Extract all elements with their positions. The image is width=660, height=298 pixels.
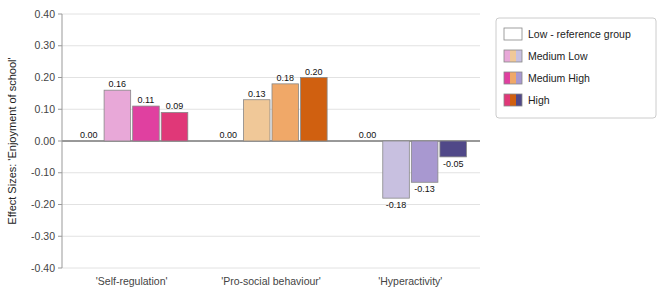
y-tick	[58, 77, 62, 78]
bars	[104, 78, 466, 199]
legend-label: Medium Low	[528, 50, 588, 62]
bar	[272, 84, 299, 141]
bar	[104, 90, 131, 141]
grid-line	[62, 14, 480, 15]
data-label: 0.09	[166, 101, 184, 111]
bar	[411, 141, 438, 182]
x-tick-label: 'Hyperactivity'	[378, 275, 442, 287]
data-label: 0.11	[138, 95, 155, 105]
grid-line	[62, 45, 480, 46]
grid-line	[62, 77, 480, 78]
y-tick-label: -0.40	[31, 262, 55, 274]
y-tick	[58, 45, 62, 46]
legend-swatch	[510, 50, 516, 62]
legend-swatch-border	[504, 50, 522, 62]
data-label: -0.18	[386, 200, 407, 210]
data-label: 0.16	[109, 79, 127, 89]
x-tick-label: 'Pro-social behaviour'	[221, 275, 321, 287]
y-ticks: -0.40 -0.30 -0.20 -0.10 0.00 0.10 0.20 0.30 0.40	[31, 8, 62, 274]
data-label: 0.00	[219, 130, 237, 140]
data-label: -0.13	[414, 184, 435, 194]
legend-label: Low - reference group	[528, 28, 631, 40]
legend-swatch	[516, 94, 522, 106]
data-label: 0.00	[359, 130, 377, 140]
bar	[440, 141, 467, 157]
legend: Low - reference group Medium Low Medium Hi…	[496, 18, 656, 118]
y-tick	[58, 172, 62, 173]
y-tick-label: 0.40	[35, 8, 56, 20]
bar	[133, 106, 160, 141]
data-label: 0.13	[248, 89, 266, 99]
bar	[301, 78, 328, 142]
grid-line	[62, 268, 480, 269]
y-tick	[58, 236, 62, 237]
data-label: -0.05	[443, 159, 464, 169]
y-tick-label: 0.30	[35, 39, 56, 51]
y-tick-label: 0.00	[35, 135, 56, 147]
bar	[354, 141, 381, 142]
bar	[383, 141, 410, 198]
y-tick-label: 0.10	[35, 103, 56, 115]
legend-frame	[496, 18, 656, 118]
data-labels: 0.00 0.00 0.00 0.16 0.13 -0.18 0.11 0.18 -0.13 0.…	[80, 67, 463, 211]
legend-swatch	[504, 50, 510, 62]
y-tick	[58, 204, 62, 205]
bar	[76, 141, 103, 142]
bar	[243, 100, 270, 141]
data-label: 0.20	[305, 67, 323, 77]
legend-swatch-border	[504, 94, 522, 106]
y-tick	[58, 109, 62, 110]
y-tick	[58, 14, 62, 15]
y-tick-label: -0.10	[31, 166, 55, 178]
legend-swatch	[504, 72, 510, 84]
legend-swatch	[504, 94, 510, 106]
x-tick-label: 'Self-regulation'	[96, 275, 168, 287]
legend-swatch	[516, 72, 522, 84]
legend-label: High	[528, 94, 550, 106]
y-tick	[58, 268, 62, 269]
legend-swatch	[516, 50, 522, 62]
legend-label: Medium High	[528, 72, 590, 84]
y-tick-label: -0.20	[31, 198, 55, 210]
grid	[62, 14, 480, 268]
legend-swatch-border	[504, 72, 522, 84]
bar	[161, 112, 188, 141]
chart: -0.40 -0.30 -0.20 -0.10 0.00 0.10 0.20 0.30 0.40…	[0, 0, 660, 298]
x-ticks: 'Self-regulation' 'Pro-social behaviour' '…	[96, 275, 443, 287]
legend-swatch-border	[504, 28, 522, 40]
y-axis-line	[62, 14, 63, 268]
data-label: 0.18	[277, 73, 295, 83]
legend-swatch	[510, 28, 516, 40]
y-tick-label: -0.30	[31, 230, 55, 242]
y-tick	[58, 141, 62, 142]
bar	[215, 141, 242, 142]
y-axis-label: Effect Sizes: 'Enjoyment of school'	[6, 57, 18, 224]
legend-swatch	[510, 72, 516, 84]
data-label: 0.00	[80, 130, 98, 140]
grid-line	[62, 236, 480, 237]
y-tick-label: 0.20	[35, 71, 56, 83]
grid-line	[62, 204, 480, 205]
legend-swatch	[504, 28, 510, 40]
legend-swatch	[510, 94, 516, 106]
legend-swatch	[516, 28, 522, 40]
